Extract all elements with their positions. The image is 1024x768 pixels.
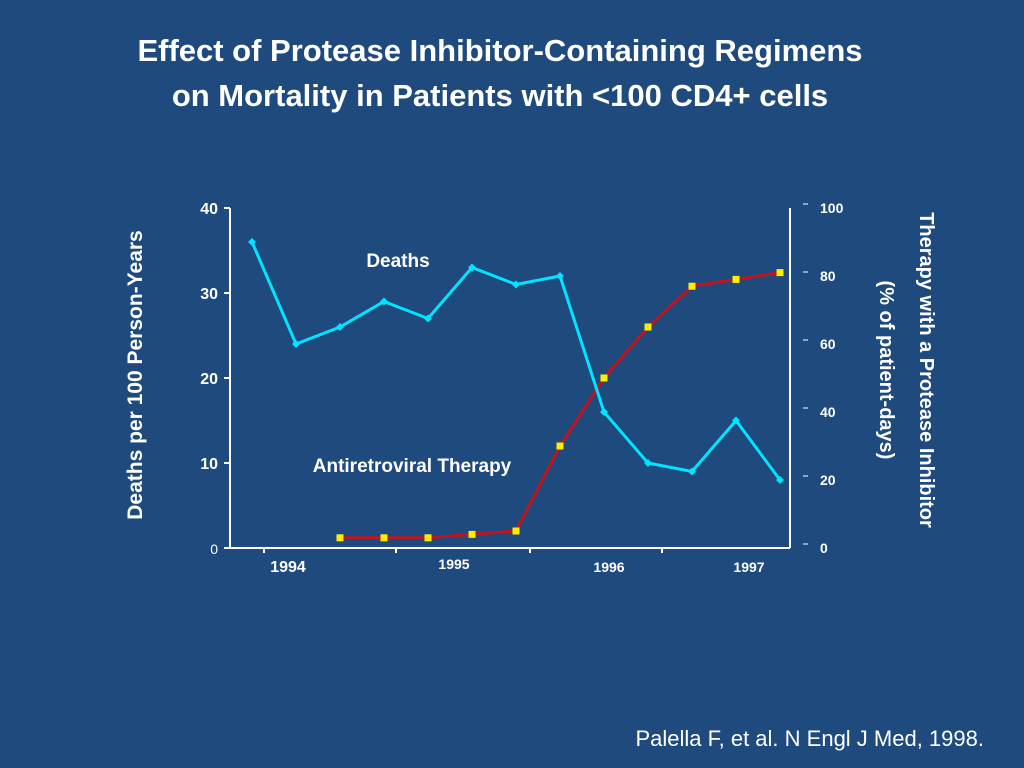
- deaths-point: [776, 476, 784, 484]
- deaths-point: [424, 314, 432, 323]
- series-line-antiretroviral-therapy: [340, 271, 781, 540]
- therapy-point: [556, 442, 564, 450]
- left-y-tick-label: 30: [200, 286, 218, 303]
- right-y-tick-label: 0: [820, 540, 828, 556]
- deaths-point: [556, 272, 564, 280]
- therapy-point: [424, 534, 432, 542]
- series-line-deaths: [250, 241, 782, 481]
- left-y-tick-label: 40: [200, 201, 218, 218]
- title-line-2: on Mortality in Patients with <100 CD4+ …: [171, 78, 829, 113]
- deaths-point: [732, 416, 740, 425]
- citation: Palella F, et al. N Engl J Med, 1998.: [635, 726, 984, 751]
- left-y-tick-label: 20: [200, 371, 218, 388]
- therapy-point: [336, 534, 344, 542]
- left-y-tick-label: 10: [200, 456, 218, 473]
- therapy-point: [600, 374, 608, 382]
- right-y-tick-label: 80: [820, 268, 836, 284]
- deaths-point: [600, 408, 608, 416]
- x-tick-label: 1996: [593, 559, 624, 575]
- series-label-deaths: Deaths: [366, 251, 429, 272]
- deaths-point: [688, 467, 696, 476]
- title-line-1: Effect of Protease Inhibitor-Containing …: [137, 33, 863, 68]
- series-label-antiretroviral-therapy: Antiretroviral Therapy: [313, 456, 512, 477]
- deaths-point: [380, 297, 388, 306]
- right-axis-title-line2: (% of patient-days): [875, 281, 897, 460]
- deaths-point: [292, 340, 300, 348]
- deaths-point: [468, 263, 476, 272]
- x-tick-label: 1997: [733, 559, 764, 575]
- deaths-point: [248, 238, 256, 246]
- right-y-tick-label: 100: [820, 200, 844, 216]
- therapy-point: [468, 530, 476, 538]
- therapy-point: [688, 282, 696, 290]
- therapy-point: [732, 275, 740, 283]
- deaths-point: [336, 323, 344, 331]
- therapy-point: [380, 534, 388, 542]
- x-tick-label: 1995: [438, 556, 469, 572]
- deaths-point: [644, 459, 652, 467]
- right-y-tick-label: 40: [820, 404, 836, 420]
- therapy-point: [512, 527, 520, 535]
- x-tick-label: 1994: [270, 559, 306, 576]
- slide-title: Effect of Protease Inhibitor-Containing …: [0, 28, 1000, 118]
- deaths-point: [512, 280, 520, 289]
- left-y-tick-label: 0: [210, 541, 218, 557]
- therapy-point: [644, 323, 652, 331]
- right-y-tick-label: 60: [820, 336, 836, 352]
- right-axis-title-line1: Therapy with a Protease Inhibitor: [915, 212, 937, 528]
- left-axis-title: Deaths per 100 Person-Years: [124, 230, 147, 520]
- therapy-point: [776, 269, 784, 277]
- right-y-tick-label: 20: [820, 472, 836, 488]
